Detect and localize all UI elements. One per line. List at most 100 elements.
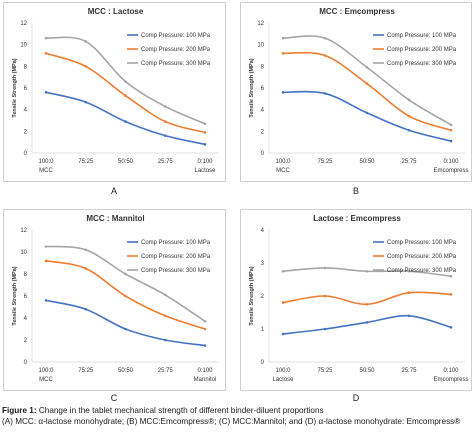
x-tick-label: 50:50 [118,159,134,165]
series-line-1 [282,90,452,142]
data-point [84,40,88,43]
data-point [124,120,127,123]
series-line-1 [282,314,452,335]
y-tick-label: 1 [261,327,265,333]
x-tick-label: 25:75 [158,159,174,165]
series-line-1 [45,299,206,347]
data-point [124,272,127,276]
y-tick-label: 4 [24,316,28,322]
data-point [203,143,207,146]
data-point [323,36,327,40]
chart-c-svg: MCC : Mannitol 0 2 4 6 8 10 12 Tensile Strength … [12,214,219,383]
data-point [323,54,327,57]
data-point [449,274,453,278]
x-sublabel-last: Emcompress [433,377,468,383]
y-axis-label: Tensile Strength (MPa) [12,266,18,325]
data-point [203,327,207,331]
data-point [44,259,48,263]
data-point [281,269,285,273]
x-tick-label: 75:25 [317,368,333,374]
data-point [44,91,48,94]
data-point [203,320,207,323]
x-tick-label: 100:0 [275,368,291,374]
y-tick-label: 10 [20,43,27,49]
y-tick-label: 6 [24,86,28,92]
legend-label-3: Comp Pressure: 300 MPa [387,61,457,67]
y-tick-label: 8 [24,64,28,70]
data-point [163,105,167,108]
data-point [407,128,411,132]
y-tick-label: 12 [20,21,27,27]
y-tick-label: 6 [261,86,265,92]
x-sublabel-first: MCC [39,377,53,383]
data-point [449,123,453,127]
data-point [84,307,88,311]
data-point [407,314,411,318]
x-sublabel-first: MCC [39,168,53,174]
chart-panel-a: MCC : Lactose 0 2 4 6 8 10 12 Tensile Strength (… [3,2,226,182]
y-tick-label: 4 [261,228,265,234]
data-point [323,327,327,331]
chart-panel-c: MCC : Mannitol 0 2 4 6 8 10 12 Tensile Strength … [3,209,226,391]
chart-title: MCC : Emcompress [319,7,395,16]
data-point [84,100,88,104]
panel-label-a: A [110,186,117,196]
data-point [365,321,369,324]
y-tick-label: 8 [261,64,265,70]
y-tick-label: 4 [261,108,265,114]
data-point [124,327,127,331]
y-tick-label: 12 [20,228,27,234]
x-tick-label: 100:0 [38,159,54,165]
x-tick-label: 75:25 [78,159,94,165]
data-point [407,114,411,118]
data-point [407,291,411,294]
caption-line2: (A) MCC: α-lactose monohydrate; (B) MCC:… [2,417,461,426]
y-tick-label: 2 [24,129,28,135]
y-tick-label: 8 [24,272,28,278]
data-point [365,269,369,273]
chart-title: MCC : Lactose [88,7,144,16]
y-tick-label: 6 [24,294,28,300]
y-tick-label: 3 [261,261,265,267]
chart-panel-b: MCC : Emcompress 0 2 4 6 8 10 12 Tensile Strengt… [240,2,472,182]
x-tick-label: 0:100 [443,368,459,374]
data-point [323,266,327,270]
data-point [281,52,285,55]
data-point [281,36,285,40]
x-tick-label: 0:100 [197,368,213,374]
x-tick-label: 25:75 [158,368,174,374]
legend-label-3: Comp Pressure: 300 MPa [141,61,211,67]
caption-lead: Figure 1: [2,406,37,415]
y-tick-label: 10 [20,250,27,256]
x-tick-label: 0:100 [197,159,213,165]
x-tick-label: 50:50 [118,368,134,374]
chart-title: Lactose : Emcompress [313,214,401,223]
y-tick-label: 12 [257,21,264,27]
data-point [365,302,369,306]
data-point [449,128,453,132]
legend-label-1: Comp Pressure: 100 MPa [387,33,457,39]
legend-label-1: Comp Pressure: 100 MPa [387,240,457,246]
y-axis-label: Tensile Strength (MPa) [249,58,255,117]
data-point [84,248,88,252]
data-point [323,92,327,95]
x-tick-label: 25:75 [401,368,417,374]
x-sublabel-last: Mannitol [194,377,217,383]
data-point [449,293,453,296]
data-point [365,66,369,69]
panel-label-b: B [352,186,359,196]
data-point [407,98,411,102]
legend-label-2: Comp Pressure: 200 MPa [387,254,457,260]
chart-d-svg: Lactose : Emcompress 0 1 2 3 4 Tensile Strengt… [249,214,469,383]
data-point [281,332,285,336]
panel-label-c: C [110,393,118,403]
x-tick-label: 75:25 [78,368,94,374]
legend-label-2: Comp Pressure: 200 MPa [387,47,457,53]
data-point [124,94,127,97]
y-tick-label: 0 [24,360,28,366]
x-tick-label: 50:50 [359,159,375,165]
data-point [203,344,207,347]
data-point [365,111,369,115]
x-tick-label: 25:75 [401,159,417,165]
chart-panel-d: Lactose : Emcompress 0 1 2 3 4 Tensile Strengt… [240,209,472,391]
